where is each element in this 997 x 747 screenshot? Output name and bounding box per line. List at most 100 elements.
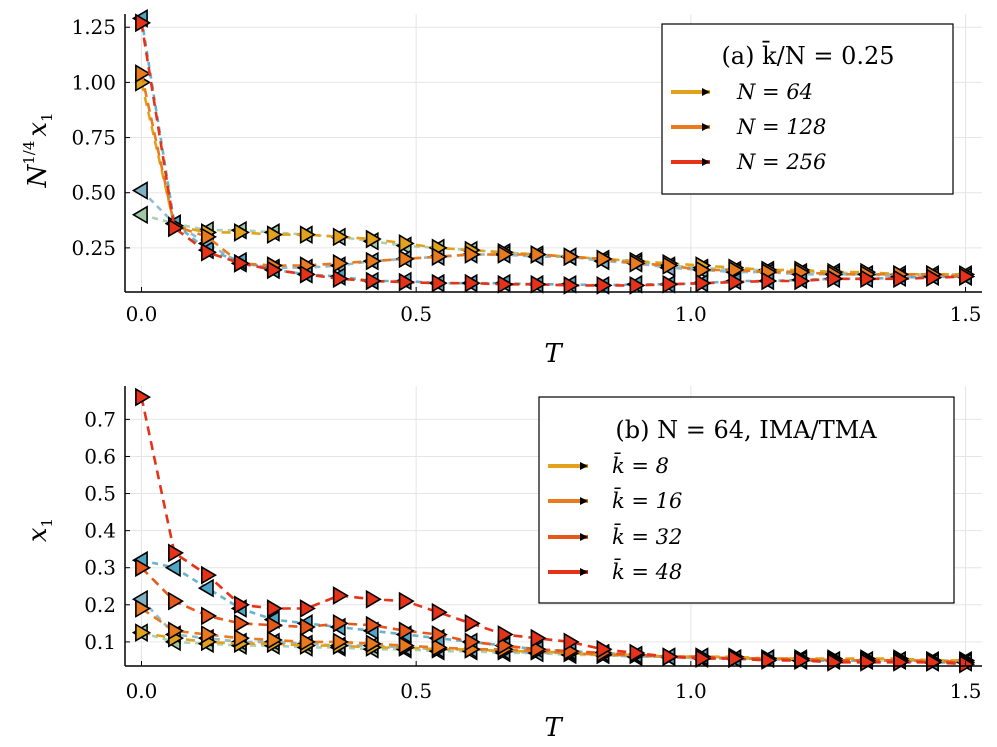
data-point xyxy=(563,275,580,295)
panel-b-legend-item: k̄ = 8 xyxy=(548,452,669,478)
panel-b-x-axis-label: T xyxy=(544,713,563,743)
panel-a-legend-item: N = 256 xyxy=(671,150,826,174)
data-point xyxy=(201,227,217,247)
data-point xyxy=(629,253,646,273)
data-point xyxy=(135,599,152,618)
data-point xyxy=(266,260,283,280)
data-point xyxy=(497,245,514,264)
data-point xyxy=(233,253,250,273)
data-point xyxy=(135,558,152,578)
panel-b-y-tick-label: 0.1 xyxy=(84,630,116,654)
data-point xyxy=(201,625,217,644)
panel-b-ylabel-subscript: 1 xyxy=(38,518,56,528)
data-point xyxy=(365,634,382,654)
data-point xyxy=(135,13,152,33)
panel-b-series-3 xyxy=(135,387,976,674)
data-point xyxy=(530,628,547,648)
data-point xyxy=(131,205,148,225)
svg-text:x1: x1 xyxy=(23,518,56,542)
legend-marker xyxy=(580,533,588,541)
data-point xyxy=(596,639,613,659)
data-point xyxy=(197,578,214,598)
data-point xyxy=(332,586,349,605)
data-point xyxy=(530,639,547,659)
panel-b-y-tick-label: 0.5 xyxy=(84,482,116,506)
data-point xyxy=(662,647,679,667)
data-point xyxy=(168,591,185,611)
legend-label: N = 256 xyxy=(736,150,826,174)
panel-b-chart: 0.0 0.5 1.0 1.5 0.10.20.30.40.50.60.7 T x1 … xyxy=(23,386,982,743)
data-point xyxy=(266,630,283,650)
legend-label: k̄ = 16 xyxy=(612,487,682,513)
data-point xyxy=(299,599,316,618)
legend-marker xyxy=(702,158,710,166)
data-point xyxy=(431,247,448,267)
panel-b-y-tick-label: 0.3 xyxy=(84,556,116,580)
data-point xyxy=(233,595,250,615)
data-point xyxy=(266,225,283,245)
data-point xyxy=(332,227,349,247)
data-point xyxy=(431,625,448,644)
data-point xyxy=(299,264,316,284)
data-point xyxy=(365,271,382,291)
panel-b-legend: (b) N = 64, IMA/TMA k̄ = 8 k̄ = 16 k̄ = 32… xyxy=(538,396,955,604)
data-point xyxy=(497,636,514,656)
data-point xyxy=(431,273,448,293)
panel-a-y-ticks: 0.25 0.50 0.75 1.00 1.25 xyxy=(71,15,130,260)
panel-a-series-2 xyxy=(135,13,976,295)
data-point xyxy=(201,606,217,626)
panel-b-x-tick-label: 0.5 xyxy=(400,679,432,703)
data-point xyxy=(662,274,679,294)
panel-a-y-tick-label: 0.25 xyxy=(71,236,116,260)
panel-a-y-tick-label: 0.75 xyxy=(71,126,116,150)
data-point xyxy=(827,269,844,289)
panel-b-y-axis-label: x1 xyxy=(23,518,56,542)
data-point xyxy=(794,651,811,670)
data-point xyxy=(168,621,185,641)
data-point xyxy=(497,625,514,644)
legend-marker xyxy=(702,88,710,96)
data-point xyxy=(365,615,382,635)
panel-b-legend-item: k̄ = 32 xyxy=(548,523,682,549)
data-point xyxy=(530,245,547,264)
panel-a-series xyxy=(131,9,976,295)
data-point xyxy=(332,632,349,652)
panel-a-chart: 0.0 0.5 1.0 1.5 0.25 0.50 0.75 1.00 1.25 T N1/4… xyxy=(20,9,982,369)
panel-b-x-ticks: 0.0 0.5 1.0 1.5 xyxy=(126,661,982,703)
panel-a-x-tick-label: 1.5 xyxy=(950,302,982,326)
data-point xyxy=(497,274,514,294)
data-point xyxy=(728,649,745,668)
legend-label: k̄ = 8 xyxy=(612,452,669,478)
data-point xyxy=(464,632,481,652)
data-point xyxy=(168,218,185,238)
panel-b-x-tick-label: 1.5 xyxy=(950,679,982,703)
data-point xyxy=(530,274,547,294)
data-point xyxy=(596,249,613,269)
panel-b-legend-title: (b) N = 64, IMA/TMA xyxy=(615,416,877,444)
data-point xyxy=(398,234,415,253)
data-point xyxy=(431,602,448,622)
panel-a-x-ticks: 0.0 0.5 1.0 1.5 xyxy=(126,287,982,326)
data-point xyxy=(233,628,250,648)
legend-label: k̄ = 48 xyxy=(612,558,682,584)
data-point xyxy=(563,247,580,267)
data-point xyxy=(761,271,778,291)
data-point xyxy=(201,565,217,585)
data-point xyxy=(233,223,250,242)
legend-marker xyxy=(702,123,710,131)
panel-b-legend-item: k̄ = 48 xyxy=(548,558,682,584)
panel-a-x-tick-label: 1.0 xyxy=(675,302,707,326)
data-point xyxy=(135,64,152,83)
legend-label: k̄ = 32 xyxy=(612,523,682,549)
panel-b-ylabel-x: x xyxy=(23,527,53,542)
panel-a-axes xyxy=(124,14,982,293)
data-point xyxy=(860,269,877,289)
data-point xyxy=(164,558,181,578)
legend-marker xyxy=(580,568,588,576)
panel-b-y-ticks: 0.1 0.2 0.3 0.4 0.5 0.6 0.7 xyxy=(84,407,130,654)
data-point xyxy=(959,267,976,286)
data-point xyxy=(398,249,415,269)
data-point xyxy=(365,251,382,271)
panel-a-x-axis-label: T xyxy=(544,339,563,369)
